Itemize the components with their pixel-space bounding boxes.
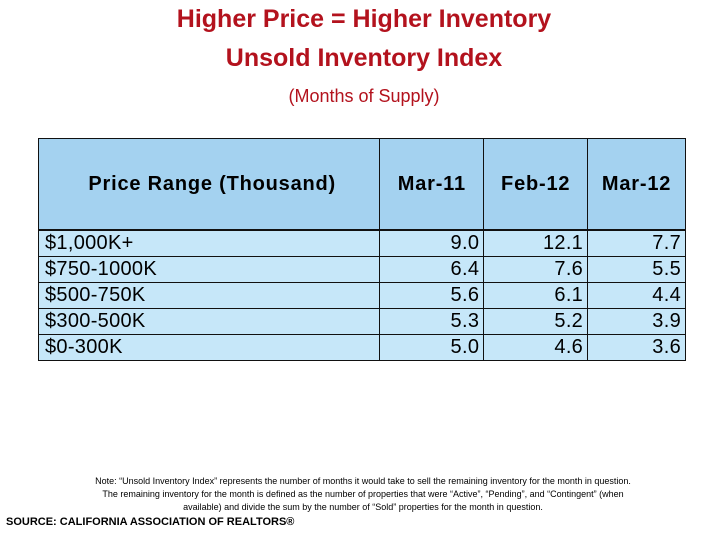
value-cell: 3.9 (587, 308, 686, 335)
slide-title-line2: Unsold Inventory Index (225, 44, 503, 72)
value-cell: 12.1 (483, 229, 589, 257)
header-price-range: Price Range (Thousand) (37, 138, 381, 231)
source-credit: SOURCE: CALIFORNIA ASSOCIATION OF REALTO… (6, 516, 295, 528)
value-cell: 6.4 (379, 256, 485, 283)
slide-subtitle: (Months of Supply) (288, 86, 440, 106)
value-cell: 5.0 (379, 334, 485, 361)
value-cell: 9.0 (379, 229, 485, 257)
footnote-line: available) and divide the sum by the num… (183, 502, 543, 512)
value-cell: 5.2 (483, 308, 589, 335)
value-cell: 6.1 (483, 282, 589, 309)
table-row: $0-300K 5.0 4.6 3.6 (37, 334, 686, 361)
header-mar-12: Mar-12 (587, 138, 686, 231)
table-row: $300-500K 5.3 5.2 3.9 (37, 308, 686, 335)
value-cell: 3.6 (587, 334, 686, 361)
value-cell: 5.3 (379, 308, 485, 335)
value-cell: 7.7 (587, 229, 686, 257)
header-feb-12: Feb-12 (483, 138, 589, 231)
value-cell: 4.4 (587, 282, 686, 309)
value-cell: 5.5 (587, 256, 686, 283)
price-range-cell: $0-300K (37, 334, 381, 361)
footnote-line: Note: “Unsold Inventory Index” represent… (95, 476, 631, 486)
value-cell: 4.6 (483, 334, 589, 361)
slide-title-line1: Higher Price = Higher Inventory (176, 5, 552, 33)
header-mar-11: Mar-11 (379, 138, 485, 231)
table-row: $1,000K+ 9.0 12.1 7.7 (37, 229, 686, 257)
table-row: $500-750K 5.6 6.1 4.4 (37, 282, 686, 309)
value-cell: 5.6 (379, 282, 485, 309)
footnote-line: The remaining inventory for the month is… (102, 489, 624, 499)
table-row: $750-1000K 6.4 7.6 5.5 (37, 256, 686, 283)
price-range-cell: $500-750K (37, 282, 381, 309)
footnote: Note: “Unsold Inventory Index” represent… (58, 475, 668, 514)
unsold-inventory-table: Price Range (Thousand) Mar-11 Feb-12 Mar… (37, 138, 686, 361)
price-range-cell: $1,000K+ (37, 229, 381, 257)
price-range-cell: $300-500K (37, 308, 381, 335)
price-range-cell: $750-1000K (37, 256, 381, 283)
value-cell: 7.6 (483, 256, 589, 283)
table-header-row: Price Range (Thousand) Mar-11 Feb-12 Mar… (37, 138, 686, 231)
